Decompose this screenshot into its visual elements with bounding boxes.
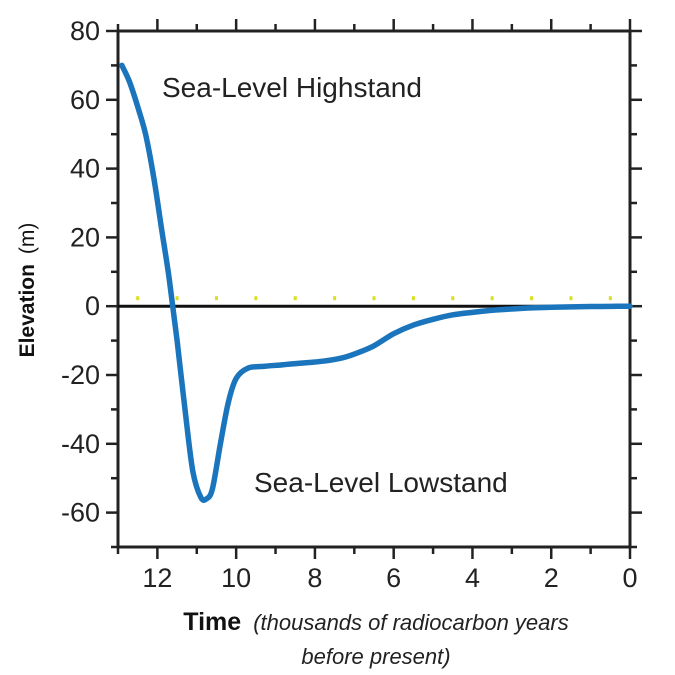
zero-line-dot: [451, 296, 455, 301]
zero-line-dot: [530, 296, 534, 301]
x-axis-title-main: Time: [183, 608, 241, 636]
highstand-annotation: Sea-Level Highstand: [162, 72, 422, 103]
zero-line-dot: [372, 296, 376, 301]
zero-line-dot: [411, 296, 415, 301]
y-tick-label: -20: [61, 360, 100, 390]
y-tick-label: 60: [70, 85, 100, 115]
y-tick-label: 0: [85, 291, 100, 321]
x-axis-title: Time (thousands of radiocarbon years: [183, 608, 568, 636]
zero-line-dot: [136, 296, 140, 301]
x-tick-label: 12: [142, 563, 172, 593]
sea-level-curve: [119, 62, 633, 503]
lowstand-annotation: Sea-Level Lowstand: [254, 467, 508, 498]
y-axis-title: Elevation (m): [16, 223, 39, 358]
zero-line-dot: [175, 296, 179, 301]
y-tick-label: 80: [70, 16, 100, 46]
zero-line-dot: [254, 296, 258, 301]
x-tick-label: 2: [544, 563, 559, 593]
x-tick-label: 10: [221, 563, 251, 593]
x-tick-label: 6: [386, 563, 401, 593]
zero-line-dot: [333, 296, 337, 301]
x-axis-title-note-1: (thousands of radiocarbon years: [253, 610, 569, 635]
y-tick-label: -60: [61, 498, 100, 528]
plot-frame: [116, 29, 632, 549]
y-tick-label: 20: [70, 222, 100, 252]
x-tick-label: 8: [307, 563, 322, 593]
zero-line-dot: [490, 296, 494, 301]
axis-ticks: [106, 19, 642, 559]
x-tick-label: 4: [465, 563, 480, 593]
zero-line-dot: [569, 296, 573, 301]
zero-line-dot: [608, 296, 612, 301]
x-tick-label: 0: [622, 563, 637, 593]
zero-line-dot: [214, 296, 218, 301]
plot-border: [116, 29, 632, 549]
series-lines: [119, 62, 633, 503]
y-axis-title-unit: (m): [16, 223, 39, 254]
x-axis-title-note-2: before present): [301, 644, 450, 669]
y-tick-label: -40: [61, 429, 100, 459]
y-tick-label: 40: [70, 154, 100, 184]
zero-line-dot: [293, 296, 297, 301]
y-axis-title-main: Elevation: [16, 264, 39, 357]
